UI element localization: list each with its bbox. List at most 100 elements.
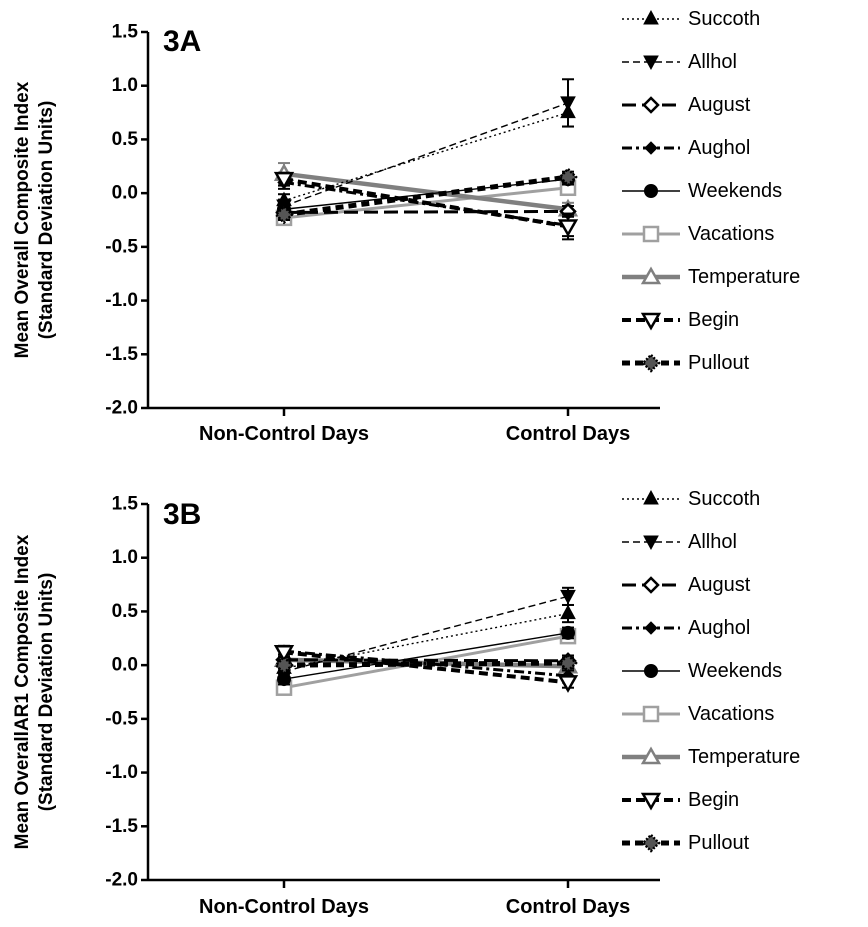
y-tick-label: -1.0 (105, 290, 138, 311)
series-line-weekends (283, 632, 569, 680)
y-tick-label: 1.5 (112, 22, 139, 43)
y-tick-label: 1.0 (112, 75, 138, 96)
data-point-pullout (274, 655, 294, 675)
legend-marker-pullout (641, 353, 661, 373)
x-tick-label: Control Days (506, 896, 630, 918)
chart-panel-3b: 3B Mean OverallAR1 Composite Index (Standa… (12, 488, 800, 918)
series-line-august (283, 209, 569, 214)
legend-label: Temperature (688, 266, 800, 288)
y-axis-title-line-2: (Standard Deviation Units) (36, 101, 57, 340)
legend-item-vacations: Vacations (622, 703, 774, 725)
legend-label: August (688, 94, 751, 116)
legend-label: Begin (688, 309, 739, 331)
series-pullout (274, 653, 578, 675)
legend-label: Pullout (688, 832, 750, 854)
y-tick-label: -0.5 (105, 708, 138, 729)
legend-item-aughol: Aughol (622, 137, 750, 159)
data-point-begin (557, 219, 579, 237)
legend-marker-vacations (642, 705, 660, 723)
y-tick-label: -2.0 (105, 870, 138, 891)
legend-marker-aughol (644, 621, 658, 635)
x-tick-label: Non-Control Days (199, 423, 369, 445)
x-tick-label: Control Days (506, 423, 630, 445)
legend-item-succoth: Succoth (622, 8, 760, 30)
y-tick-label: 1.0 (112, 547, 138, 568)
legend-label: Succoth (688, 488, 760, 510)
legend-item-weekends: Weekends (622, 180, 782, 202)
legend-marker-august (642, 576, 660, 594)
legend-label: Vacations (688, 703, 774, 725)
y-tick-label: 1.5 (112, 494, 139, 515)
y-axis-title-line-2: (Standard Deviation Units) (36, 573, 57, 812)
y-axis-title-line-1: Mean Overall Composite Index (12, 81, 33, 358)
legend-label: Temperature (688, 746, 800, 768)
x-tick-label: Non-Control Days (199, 896, 369, 918)
series-line-temperature (283, 171, 569, 212)
series-begin (273, 645, 579, 693)
legend-label: Vacations (688, 223, 774, 245)
legend-label: Begin (688, 789, 739, 811)
legend-marker-allhol (643, 535, 659, 551)
legend-label: Weekends (688, 660, 782, 682)
series-line-pullout (283, 174, 569, 218)
data-point-begin (273, 645, 295, 663)
legend-marker-weekends (644, 664, 658, 678)
y-axis-title-line-1: Mean OverallAR1 Composite Index (12, 534, 33, 849)
legend-label: Weekends (688, 180, 782, 202)
legend-item-allhol: Allhol (622, 51, 737, 73)
data-point-allhol (560, 589, 576, 605)
series-begin (273, 171, 579, 241)
legend-item-august: August (622, 574, 751, 596)
data-point-allhol (560, 96, 576, 111)
y-tick-label: 0.0 (112, 655, 138, 676)
legend-label: Pullout (688, 352, 750, 374)
legend: Succoth Allhol August Aughol Weekends Vacatio… (622, 488, 800, 854)
legend-item-august: August (622, 94, 751, 116)
legend-label: Aughol (688, 617, 750, 639)
legend: Succoth Allhol August Aughol Weekends Vacatio… (622, 8, 800, 374)
series-line-pullout (283, 660, 569, 668)
legend-marker-august (642, 96, 660, 114)
y-tick-label: -2.0 (105, 398, 138, 419)
data-point-pullout (558, 653, 578, 673)
legend-item-begin: Begin (622, 309, 739, 331)
legend-item-allhol: Allhol (622, 531, 737, 553)
legend-item-pullout: Pullout (622, 352, 750, 374)
legend-marker-begin (640, 792, 662, 811)
legend-item-temperature: Temperature (622, 266, 800, 288)
chart-panel-3a: 3A Mean Overall Composite Index (Standard … (12, 8, 800, 445)
legend-label: August (688, 574, 751, 596)
data-point-pullout (274, 204, 294, 225)
y-tick-label: -1.0 (105, 762, 138, 783)
data-point-begin (557, 675, 579, 693)
y-tick-label: -1.5 (105, 344, 138, 365)
data-point-begin (273, 171, 295, 190)
data-point-pullout (558, 167, 578, 187)
data-point-succoth (560, 604, 576, 620)
legend-item-succoth: Succoth (622, 488, 760, 510)
legend-label: Succoth (688, 8, 760, 30)
legend-item-aughol: Aughol (622, 617, 750, 639)
y-tick-label: 0.5 (112, 601, 139, 622)
series-pullout (274, 167, 578, 225)
legend-marker-weekends (644, 184, 658, 198)
legend-marker-vacations (642, 225, 660, 243)
legend-label: Aughol (688, 137, 750, 159)
legend-marker-succoth (643, 9, 659, 25)
legend-label: Allhol (688, 531, 737, 553)
series-line-succoth (283, 612, 569, 670)
legend-item-begin: Begin (622, 789, 739, 811)
legend-marker-begin (640, 312, 662, 331)
legend-marker-allhol (643, 55, 659, 71)
series-weekends (277, 625, 575, 687)
legend-marker-pullout (641, 833, 661, 853)
legend-item-temperature: Temperature (622, 746, 800, 768)
y-tick-label: 0.5 (112, 129, 139, 150)
series-line-august (283, 658, 569, 663)
legend-marker-succoth (643, 489, 659, 505)
panel-label: 3B (163, 498, 201, 531)
data-point-weekends (561, 625, 575, 640)
y-tick-label: -1.5 (105, 816, 138, 837)
